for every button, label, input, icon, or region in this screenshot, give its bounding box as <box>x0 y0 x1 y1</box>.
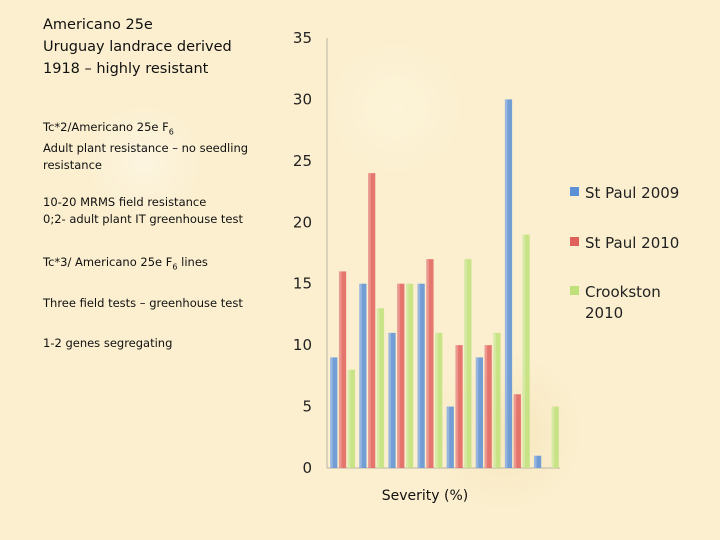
bar-highlight <box>397 283 400 468</box>
note-2-line-2: 0;2- adult plant IT greenhouse test <box>43 212 244 226</box>
title-line-2: Uruguay landrace derived <box>43 39 232 55</box>
bar-highlight <box>534 455 537 468</box>
note-4: Three field tests – greenhouse test <box>43 296 243 310</box>
bar-highlight <box>522 234 526 468</box>
bar <box>435 332 443 468</box>
note-3-subscript: 6 <box>172 262 178 272</box>
bar-highlight <box>406 283 409 468</box>
note-1-line-1-text: Tc*2/Americano 25e F <box>43 120 169 134</box>
bar-highlight <box>435 332 438 468</box>
bar-highlight <box>359 283 362 468</box>
bar-highlight <box>446 406 450 468</box>
bar-highlight <box>455 345 458 468</box>
y-tick-label: 10 <box>293 336 312 354</box>
note-5: 1-2 genes segregating <box>43 336 173 350</box>
bar-highlight <box>475 357 479 468</box>
note-1-subscript: 6 <box>168 127 174 137</box>
bar-highlight <box>417 283 421 468</box>
bar <box>388 332 396 468</box>
bar-highlight <box>426 259 429 468</box>
bar <box>504 99 513 468</box>
bar-highlight <box>388 332 391 468</box>
title-line-1: Americano 25e <box>43 17 153 33</box>
bar <box>534 455 542 468</box>
y-tick-label: 15 <box>293 275 312 293</box>
legend-label: St Paul 2009 <box>585 184 679 202</box>
bar <box>368 173 376 468</box>
note-1-line-2: Adult plant resistance – no seedling <box>43 141 249 156</box>
bar <box>493 332 501 468</box>
bar-highlight <box>493 332 496 468</box>
bar-highlight <box>376 308 380 468</box>
bar <box>330 357 338 468</box>
note-1-line-3: resistance <box>43 158 102 173</box>
bar <box>551 406 559 468</box>
y-tick-label: 30 <box>293 90 312 108</box>
note-3: Tc*3/ Americano 25e F6 lines <box>43 254 273 275</box>
bar <box>406 283 414 468</box>
bar <box>359 283 367 468</box>
legend-label: 2010 <box>585 304 623 322</box>
legend-label: St Paul 2010 <box>585 234 679 252</box>
bar <box>522 234 530 468</box>
title-line-3: 1918 – highly resistant <box>43 61 209 77</box>
y-tick-label: 0 <box>302 459 312 477</box>
bar-highlight <box>347 369 351 468</box>
bar <box>484 345 492 468</box>
note-3-post: lines <box>177 255 208 269</box>
bar <box>397 283 405 468</box>
bar-highlight <box>484 345 488 468</box>
bar <box>464 259 472 468</box>
bar <box>347 369 355 468</box>
bar <box>338 271 347 468</box>
bar-highlight <box>368 173 371 468</box>
bar-highlight <box>464 259 467 468</box>
legend-swatch <box>570 187 579 196</box>
y-tick-label: 35 <box>293 29 312 47</box>
bar <box>426 259 434 468</box>
x-axis-label: Severity (%) <box>381 488 469 504</box>
y-tick-label: 25 <box>293 152 312 170</box>
bar <box>455 345 463 468</box>
note-2: 10-20 MRMS field resistance 0;2- adult p… <box>43 194 273 228</box>
bar-highlight <box>551 406 555 468</box>
bar <box>446 406 454 468</box>
legend-label: Crookston <box>585 283 661 301</box>
title-block: Americano 25e Uruguay landrace derived 1… <box>43 14 283 80</box>
bar-highlight <box>504 99 508 468</box>
bar-highlight <box>338 271 342 468</box>
y-tick-label: 5 <box>302 398 312 416</box>
note-2-line-1: 10-20 MRMS field resistance <box>43 195 207 209</box>
legend-swatch <box>570 286 579 295</box>
bar <box>417 283 425 468</box>
bar <box>376 308 385 468</box>
bar-highlight <box>330 357 333 468</box>
bar <box>475 357 483 468</box>
bar <box>513 394 521 468</box>
bar-highlight <box>513 394 517 468</box>
legend-swatch <box>570 237 579 246</box>
note-3-text: Tc*3/ Americano 25e F <box>43 255 173 269</box>
y-tick-label: 20 <box>293 213 312 231</box>
note-1: Tc*2/Americano 25e F6 Adult plant resist… <box>43 119 273 174</box>
